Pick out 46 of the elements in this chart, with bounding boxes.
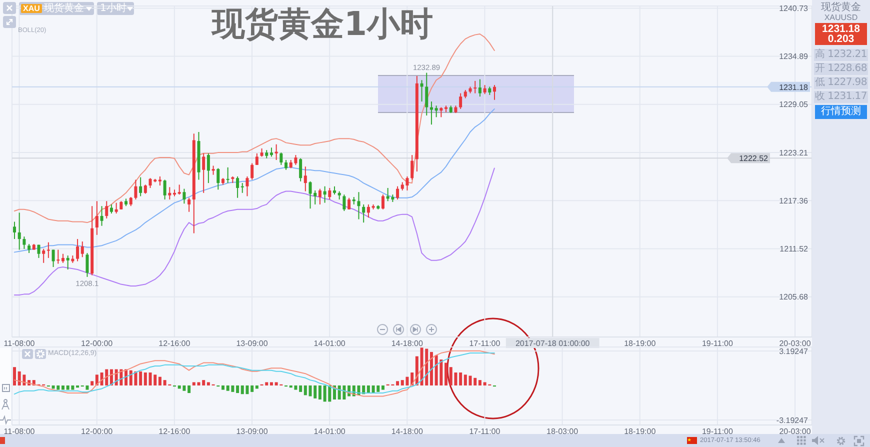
text: 现货黄金	[820, 2, 862, 13]
annotation: 1小时	[100, 2, 126, 15]
x-tick-label: 13-09:00	[236, 339, 268, 348]
text: 开 1228.68	[814, 63, 868, 75]
x-tick-label: 19-11:00	[702, 427, 734, 436]
annotation: XAU	[21, 4, 42, 13]
annotation: 现货黄金	[44, 2, 84, 15]
x-tick-label: 19-11:00	[702, 339, 734, 348]
x-tick-label: 13-09:00	[236, 427, 268, 436]
x-tick-label: 12-16:00	[158, 427, 191, 436]
x-tick-label: 18-19:00	[624, 427, 656, 436]
x-tick-label: 14-01:00	[314, 427, 346, 436]
x-tick-label: 18-19:00	[624, 339, 656, 348]
ref-line-label: 1231.18	[779, 82, 809, 92]
x-tick-label: 20-03:00	[779, 339, 812, 348]
y-tick-label: 3.19247	[779, 346, 809, 356]
y-tick-label: 1234.89	[779, 52, 809, 62]
x-tick-label: 14-18:00	[391, 339, 424, 348]
x-tick-label: 18-03:00	[546, 427, 579, 436]
x-tick-label: 17-11:00	[469, 427, 501, 436]
y-tick-label: 1223.21	[779, 148, 809, 158]
x-tick-label: 14-01:00	[314, 339, 346, 348]
forecast-button: 行情预测	[815, 105, 867, 119]
x-tick-label: 2017-07-18 01:00:00	[515, 339, 590, 348]
text: 收 1231.17	[814, 91, 868, 103]
text: 0.203	[815, 33, 867, 45]
y-tick-label: 1217.36	[779, 196, 809, 206]
chart-title: 现货黄金1小时	[212, 4, 433, 43]
x-tick-label: 20-03:00	[779, 427, 812, 436]
x-tick-label: 17-11:00	[469, 339, 501, 348]
y-tick-label: 1205.68	[779, 292, 809, 302]
x-tick-label: 11-08:00	[4, 339, 36, 348]
text: 1231.18	[815, 23, 867, 35]
x-tick-label: 14-18:00	[391, 427, 424, 436]
x-tick-label: 11-08:00	[4, 427, 36, 436]
text: XAUUSD	[823, 13, 859, 22]
x-tick-label: 12-16:00	[158, 339, 191, 348]
y-tick-label: -3.19247	[776, 416, 809, 425]
y-tick-label: 1240.73	[779, 4, 809, 14]
ref-line-label: 1222.52	[739, 154, 769, 164]
text: 低 1227.98	[814, 77, 868, 89]
x-tick-label: 12-00:00	[81, 427, 114, 436]
text: 高 1232.21	[814, 49, 868, 61]
y-tick-label: 1229.05	[779, 100, 809, 110]
x-tick-label: 12-00:00	[81, 339, 114, 348]
y-tick-label: 1211.52	[780, 244, 809, 254]
